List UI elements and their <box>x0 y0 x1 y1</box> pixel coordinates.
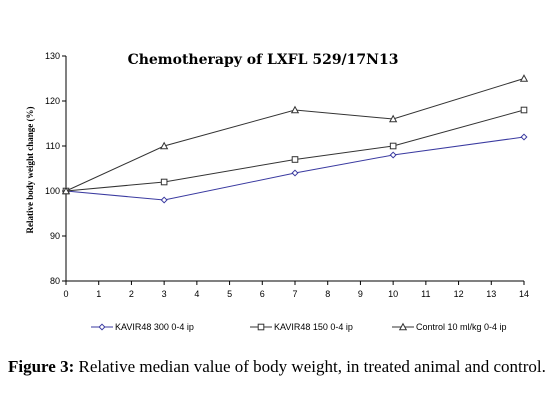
data-point <box>389 151 397 159</box>
legend-marker <box>98 323 106 331</box>
x-tick-label: 8 <box>325 289 330 299</box>
legend-item-3: Control 10 ml/kg 0-4 ip <box>392 322 507 332</box>
legend-label: KAVIR48 300 0-4 ip <box>115 322 194 332</box>
y-tick-label: 80 <box>50 276 60 286</box>
legend: KAVIR48 300 0-4 ip KAVIR48 150 0-4 ip Cont… <box>91 322 507 332</box>
legend-item-1: KAVIR48 300 0-4 ip <box>91 322 194 332</box>
series-3 <box>61 74 529 195</box>
x-tick-label: 13 <box>486 289 496 299</box>
legend-label: KAVIR48 150 0-4 ip <box>274 322 353 332</box>
x-tick-label: 7 <box>292 289 297 299</box>
data-point <box>389 114 398 123</box>
series-line <box>65 136 525 201</box>
x-tick-label: 6 <box>260 289 265 299</box>
figure-caption: Figure 3: Relative median value of body … <box>8 355 548 378</box>
y-tick-label: 100 <box>45 186 60 196</box>
y-tick-label: 120 <box>45 96 60 106</box>
data-point <box>389 142 397 150</box>
chart: Chemotherapy of LXFL 529/17N13 Relative … <box>25 51 529 332</box>
chart-title: Chemotherapy of LXFL 529/17N13 <box>128 52 399 68</box>
x-tick-label: 11 <box>421 289 430 299</box>
series-layer <box>61 74 529 204</box>
x-tick-label: 1 <box>96 289 101 299</box>
x-tick-label: 10 <box>388 289 398 299</box>
x-tick-label: 2 <box>129 289 134 299</box>
legend-item-2: KAVIR48 150 0-4 ip <box>250 322 353 332</box>
series-line <box>65 109 525 192</box>
x-tick-label: 3 <box>162 289 167 299</box>
data-point <box>61 186 71 195</box>
y-tick-label: 110 <box>46 141 60 151</box>
x-tick-label: 4 <box>194 289 199 299</box>
data-point <box>291 169 299 177</box>
x-tick-label: 14 <box>519 289 529 299</box>
legend-marker <box>257 323 265 331</box>
y-tick-label: 90 <box>50 231 60 241</box>
data-point <box>519 74 529 82</box>
x-tick-label: 9 <box>358 289 363 299</box>
data-point <box>291 156 299 163</box>
data-point <box>520 133 528 141</box>
data-point <box>160 178 168 186</box>
data-point <box>160 196 168 204</box>
legend-marker <box>398 322 408 331</box>
x-tick-label: 5 <box>227 289 232 299</box>
x-tick-label: 12 <box>454 289 464 299</box>
caption-label: Figure 3: <box>8 357 75 376</box>
data-point <box>290 105 300 114</box>
series-1 <box>62 133 528 204</box>
data-point <box>520 106 528 114</box>
caption-text: Relative median value of body weight, in… <box>74 357 546 376</box>
x-tick-label: 0 <box>63 289 68 299</box>
legend-label: Control 10 ml/kg 0-4 ip <box>416 322 507 332</box>
y-tick-label: 130 <box>45 51 60 61</box>
data-point <box>160 141 169 150</box>
series-2 <box>62 106 528 195</box>
y-axis-label: Relative body weight change (%) <box>25 107 35 234</box>
